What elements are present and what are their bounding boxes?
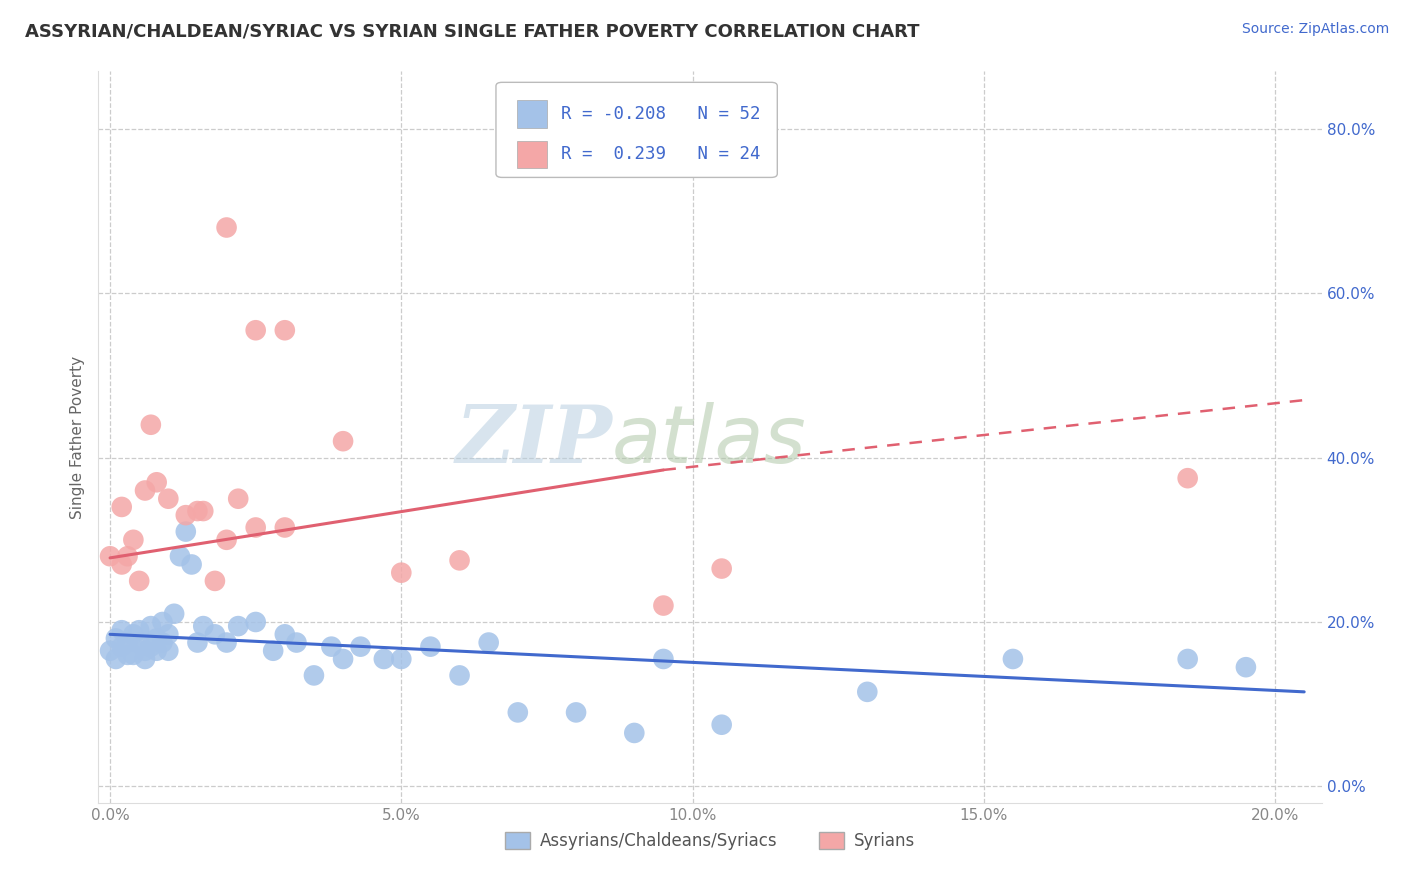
Point bbox=[710, 717, 733, 731]
Point bbox=[174, 524, 197, 539]
Point bbox=[1177, 652, 1199, 666]
Point bbox=[321, 640, 343, 654]
Point bbox=[652, 599, 675, 613]
Point bbox=[226, 491, 249, 506]
Point bbox=[274, 323, 297, 337]
Point bbox=[117, 549, 139, 564]
Point bbox=[274, 520, 297, 534]
Point bbox=[180, 558, 202, 572]
Point bbox=[157, 644, 180, 658]
Point bbox=[128, 624, 150, 638]
Point bbox=[332, 652, 354, 666]
Point bbox=[1001, 652, 1024, 666]
Point bbox=[145, 644, 167, 658]
Point bbox=[134, 644, 156, 658]
Point bbox=[204, 574, 226, 588]
Legend: Assyrians/Chaldeans/Syriacs, Syrians: Assyrians/Chaldeans/Syriacs, Syrians bbox=[498, 825, 922, 856]
Point bbox=[226, 619, 249, 633]
Point bbox=[349, 640, 371, 654]
Point bbox=[98, 644, 121, 658]
Point bbox=[139, 417, 162, 432]
Point bbox=[204, 627, 226, 641]
Point bbox=[111, 558, 134, 572]
Point bbox=[117, 648, 139, 662]
Point bbox=[111, 640, 134, 654]
Point bbox=[245, 323, 267, 337]
Point bbox=[449, 668, 471, 682]
Point bbox=[478, 635, 501, 649]
Point bbox=[1177, 471, 1199, 485]
Point bbox=[215, 635, 238, 649]
Text: ZIP: ZIP bbox=[456, 402, 612, 480]
Point bbox=[152, 615, 174, 629]
Text: atlas: atlas bbox=[612, 401, 807, 480]
Point bbox=[117, 635, 139, 649]
Point bbox=[152, 635, 174, 649]
Point bbox=[856, 685, 879, 699]
Point bbox=[122, 648, 145, 662]
Point bbox=[245, 615, 267, 629]
Point bbox=[163, 607, 186, 621]
Point bbox=[193, 619, 215, 633]
Point bbox=[302, 668, 325, 682]
Point bbox=[710, 561, 733, 575]
Point bbox=[274, 627, 297, 641]
Point bbox=[373, 652, 395, 666]
Text: Source: ZipAtlas.com: Source: ZipAtlas.com bbox=[1241, 22, 1389, 37]
Point bbox=[134, 483, 156, 498]
Point bbox=[623, 726, 645, 740]
Point bbox=[449, 553, 471, 567]
Point bbox=[285, 635, 308, 649]
Point bbox=[98, 549, 121, 564]
Point bbox=[245, 520, 267, 534]
Point bbox=[122, 627, 145, 641]
Point bbox=[128, 574, 150, 588]
Point bbox=[145, 475, 167, 490]
Point bbox=[193, 504, 215, 518]
Point bbox=[145, 632, 167, 646]
Point bbox=[506, 706, 529, 720]
Point bbox=[332, 434, 354, 449]
Point bbox=[169, 549, 191, 564]
Point bbox=[139, 640, 162, 654]
Point bbox=[419, 640, 441, 654]
Point bbox=[139, 619, 162, 633]
Point bbox=[104, 652, 127, 666]
Text: R =  0.239   N = 24: R = 0.239 N = 24 bbox=[561, 145, 761, 163]
Point bbox=[186, 504, 208, 518]
Point bbox=[215, 220, 238, 235]
FancyBboxPatch shape bbox=[517, 141, 547, 169]
FancyBboxPatch shape bbox=[517, 100, 547, 128]
FancyBboxPatch shape bbox=[496, 82, 778, 178]
Point bbox=[174, 508, 197, 523]
Point bbox=[1234, 660, 1257, 674]
Text: R = -0.208   N = 52: R = -0.208 N = 52 bbox=[561, 105, 761, 123]
Point bbox=[262, 644, 284, 658]
Point bbox=[389, 652, 412, 666]
Point bbox=[186, 635, 208, 649]
Point bbox=[157, 627, 180, 641]
Point bbox=[111, 500, 134, 514]
Text: ASSYRIAN/CHALDEAN/SYRIAC VS SYRIAN SINGLE FATHER POVERTY CORRELATION CHART: ASSYRIAN/CHALDEAN/SYRIAC VS SYRIAN SINGL… bbox=[25, 22, 920, 40]
Point bbox=[389, 566, 412, 580]
Y-axis label: Single Father Poverty: Single Father Poverty bbox=[70, 356, 86, 518]
Point bbox=[104, 632, 127, 646]
Point bbox=[122, 533, 145, 547]
Point bbox=[652, 652, 675, 666]
Point bbox=[111, 624, 134, 638]
Point bbox=[157, 491, 180, 506]
Point bbox=[134, 652, 156, 666]
Point bbox=[128, 635, 150, 649]
Point bbox=[565, 706, 588, 720]
Point bbox=[215, 533, 238, 547]
